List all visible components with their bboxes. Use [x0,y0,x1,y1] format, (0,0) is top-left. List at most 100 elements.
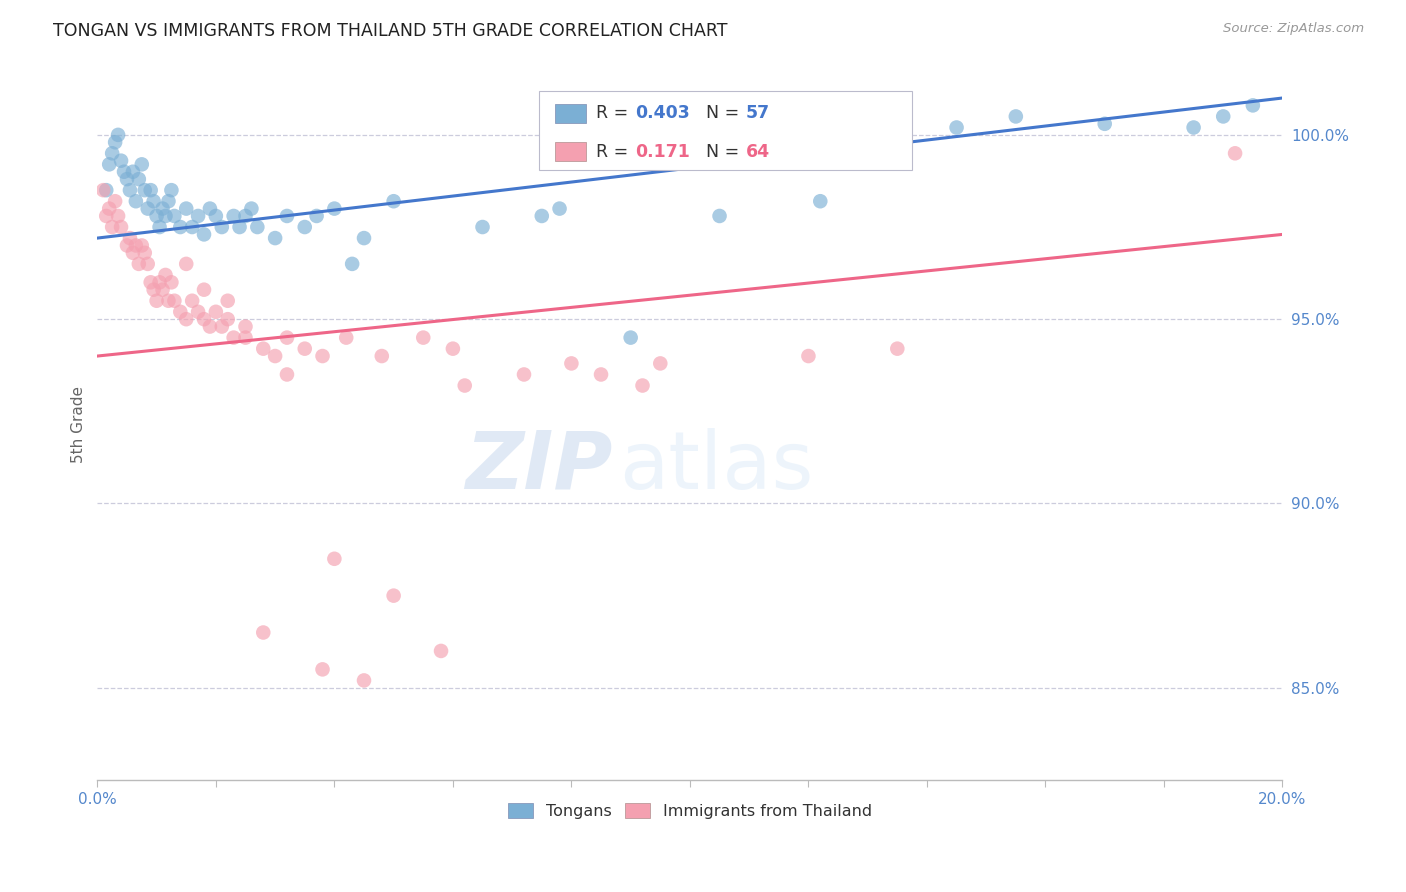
Point [1241,98,1264,112]
Point [101,220,124,235]
Point [110,153,132,168]
Point [205,209,228,223]
Point [294,220,316,235]
Point [107,128,129,142]
Point [145,209,167,223]
Point [441,342,464,356]
Point [169,220,191,235]
Point [91,183,114,197]
Point [134,245,156,260]
Point [174,312,197,326]
Point [122,245,145,260]
Point [169,305,191,319]
Text: TONGAN VS IMMIGRANTS FROM THAILAND 5TH GRADE CORRELATION CHART: TONGAN VS IMMIGRANTS FROM THAILAND 5TH G… [53,22,728,40]
Point [118,231,141,245]
Point [142,194,165,209]
Point [294,342,316,356]
Point [125,194,148,209]
Point [323,551,346,566]
Point [1004,110,1026,124]
Point [174,202,197,216]
Bar [555,142,586,161]
Point [198,202,221,216]
Point [98,157,121,171]
Point [276,368,298,382]
Point [886,342,908,356]
Point [1223,146,1246,161]
Point [709,209,731,223]
Point [118,183,141,197]
Point [157,194,180,209]
Point [945,120,967,135]
Point [323,202,346,216]
Y-axis label: 5th Grade: 5th Grade [72,385,86,463]
Point [246,220,269,235]
Text: R =: R = [596,143,640,161]
Text: N =: N = [706,104,745,122]
Point [110,220,132,235]
Point [193,312,215,326]
Point [187,305,209,319]
Legend: Tongans, Immigrants from Thailand: Tongans, Immigrants from Thailand [502,797,879,825]
Point [104,194,127,209]
Point [198,319,221,334]
Point [122,165,145,179]
Point [235,209,257,223]
Point [142,283,165,297]
Point [112,165,135,179]
Point [101,146,124,161]
Point [128,257,150,271]
Point [155,268,177,282]
Text: atlas: atlas [619,428,813,506]
Point [412,330,434,344]
Point [152,202,174,216]
Point [222,209,245,223]
Point [187,209,209,223]
Point [96,183,118,197]
Point [1212,110,1234,124]
Point [115,172,138,186]
Point [454,378,477,392]
Point [181,293,204,308]
Point [311,662,333,676]
Point [104,135,127,149]
Point [353,673,375,688]
Point [560,356,582,370]
Point [228,220,250,235]
FancyBboxPatch shape [538,91,912,169]
Point [382,194,405,209]
Point [174,257,197,271]
Point [155,209,177,223]
Point [240,202,263,216]
Point [181,220,204,235]
Point [217,293,239,308]
Point [620,330,643,344]
Point [139,276,162,290]
Point [145,293,167,308]
Point [193,283,215,297]
Text: Source: ZipAtlas.com: Source: ZipAtlas.com [1223,22,1364,36]
Bar [555,103,586,123]
Point [264,231,287,245]
Point [276,330,298,344]
Text: 57: 57 [745,104,769,122]
Point [371,349,394,363]
Text: 0.403: 0.403 [636,104,689,122]
Point [631,378,654,392]
Point [305,209,328,223]
Point [217,312,239,326]
Point [530,209,553,223]
Text: ZIP: ZIP [465,428,613,506]
Point [252,342,274,356]
Point [311,349,333,363]
Point [193,227,215,242]
Text: 0.171: 0.171 [636,143,690,161]
Point [264,349,287,363]
Text: N =: N = [706,143,745,161]
Point [589,368,612,382]
Point [513,368,536,382]
Point [382,589,405,603]
Text: R =: R = [596,104,634,122]
Point [650,356,672,370]
Point [139,183,162,197]
